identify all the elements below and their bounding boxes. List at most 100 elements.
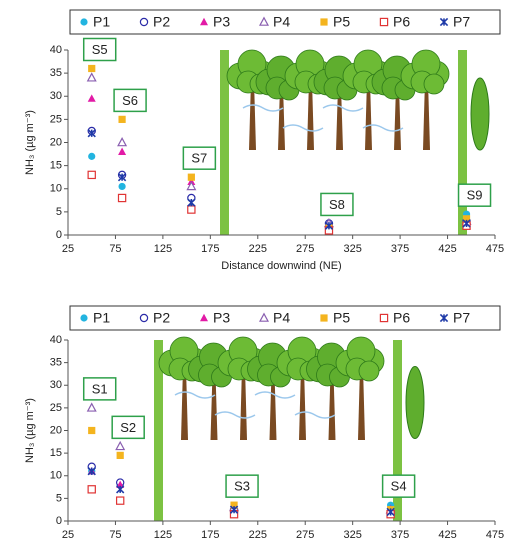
annotation-box xyxy=(111,415,145,440)
hedge xyxy=(154,340,163,521)
legend-label: P7 xyxy=(453,14,470,30)
point xyxy=(324,221,334,230)
x-tick-label: 75 xyxy=(109,529,121,540)
annotation: S4 xyxy=(391,479,407,494)
x-tick-label: 225 xyxy=(249,243,267,255)
x-tick-label: 475 xyxy=(486,529,504,540)
tree-trunk xyxy=(358,367,365,440)
point xyxy=(117,173,127,182)
point xyxy=(117,137,128,147)
y-tick-label: 35 xyxy=(50,67,62,79)
hedge xyxy=(458,50,467,235)
y-tick-label: 30 xyxy=(50,379,62,391)
x-tick-label: 75 xyxy=(109,243,121,255)
point xyxy=(116,480,125,488)
y-tick-label: 20 xyxy=(50,136,62,148)
y-tick-label: 10 xyxy=(50,183,62,195)
legend-marker xyxy=(200,17,208,26)
x-tick-label: 475 xyxy=(486,243,504,255)
annotation-box xyxy=(457,183,492,207)
legend-marker xyxy=(258,16,270,26)
legend-label: P1 xyxy=(93,14,110,30)
point xyxy=(87,467,96,476)
y-tick-label: 35 xyxy=(50,357,62,369)
y-tick-label: 40 xyxy=(50,44,62,56)
tree-trunk xyxy=(278,86,285,150)
tree-crown xyxy=(423,73,445,95)
legend-marker xyxy=(200,313,208,322)
chart: P1 P2 P3 P4 P5 P6 P7 0 5 10 15 20 25 30 35 40 25 75 125 175… xyxy=(24,9,504,272)
point xyxy=(87,170,96,180)
point xyxy=(118,147,127,155)
point xyxy=(88,426,96,435)
legend-marker xyxy=(439,313,449,323)
legend-marker xyxy=(80,18,88,26)
x-tick-label: 125 xyxy=(154,529,172,540)
x-tick-label: 325 xyxy=(343,243,361,255)
wind-arrow xyxy=(214,411,256,419)
annotation: S1 xyxy=(92,381,108,396)
legend-marker xyxy=(139,313,149,323)
point xyxy=(116,451,124,459)
x-tick-label: 175 xyxy=(201,529,219,540)
y-tick-label: 0 xyxy=(56,229,62,241)
point xyxy=(88,152,96,160)
annotation-box xyxy=(113,88,147,113)
annotation: S3 xyxy=(234,479,250,494)
legend-label: P3 xyxy=(213,14,230,30)
annotation-box xyxy=(82,377,117,401)
annotation-box xyxy=(182,146,217,170)
annotation: S6 xyxy=(122,93,138,108)
point xyxy=(88,64,96,73)
wind-arrow xyxy=(322,104,364,112)
annotation: S8 xyxy=(329,197,345,212)
point xyxy=(115,440,126,451)
tree-trunk xyxy=(423,80,430,150)
wind-arrow xyxy=(362,124,404,132)
legend-marker xyxy=(439,17,449,27)
point xyxy=(86,72,97,82)
tree-trunk xyxy=(394,86,401,150)
chart: P1 P2 P3 P4 P5 P6 P7 0 5 10 15 20 25 30 35 40 25 75 125 175… xyxy=(24,305,504,540)
x-tick-label: 125 xyxy=(154,243,172,255)
point xyxy=(229,505,239,514)
wind-arrow xyxy=(174,391,216,399)
tree-trunk xyxy=(307,80,314,150)
point xyxy=(117,193,127,203)
legend-marker xyxy=(258,312,270,322)
point xyxy=(86,402,97,412)
y-tick-label: 10 xyxy=(50,470,62,482)
point xyxy=(462,215,471,223)
point xyxy=(187,173,195,181)
tree-trunk xyxy=(249,80,256,150)
y-tick-label: 0 xyxy=(56,515,62,527)
y-axis-label: NH₃ (µg m⁻³) xyxy=(24,398,36,463)
tree-trunk xyxy=(240,367,247,440)
annotation: S7 xyxy=(191,151,207,166)
legend-marker xyxy=(80,314,88,322)
point xyxy=(462,219,471,228)
x-tick-label: 425 xyxy=(438,243,456,255)
wind-arrow xyxy=(282,124,324,132)
wind-arrow xyxy=(254,391,296,399)
annotation-box xyxy=(320,192,354,217)
point xyxy=(187,198,196,207)
tree-trunk xyxy=(299,367,306,440)
x-tick-label: 325 xyxy=(343,529,361,540)
y-tick-label: 20 xyxy=(50,424,62,436)
x-axis-label: Distance downwind (NE) xyxy=(221,260,341,272)
x-tick-label: 275 xyxy=(296,243,314,255)
point xyxy=(118,182,126,191)
annotation-box xyxy=(381,474,416,498)
legend-label: P5 xyxy=(333,310,350,326)
legend-label: P5 xyxy=(333,14,350,30)
x-tick-label: 275 xyxy=(296,529,314,540)
y-tick-label: 15 xyxy=(50,447,62,459)
x-tick-label: 225 xyxy=(249,529,267,540)
x-tick-label: 375 xyxy=(391,243,409,255)
tree-trunk xyxy=(269,373,277,440)
tree-trunk xyxy=(336,86,343,150)
annotation: S5 xyxy=(92,42,108,57)
legend: P1 P2 P3 P4 P5 P6 P7 xyxy=(69,305,501,331)
